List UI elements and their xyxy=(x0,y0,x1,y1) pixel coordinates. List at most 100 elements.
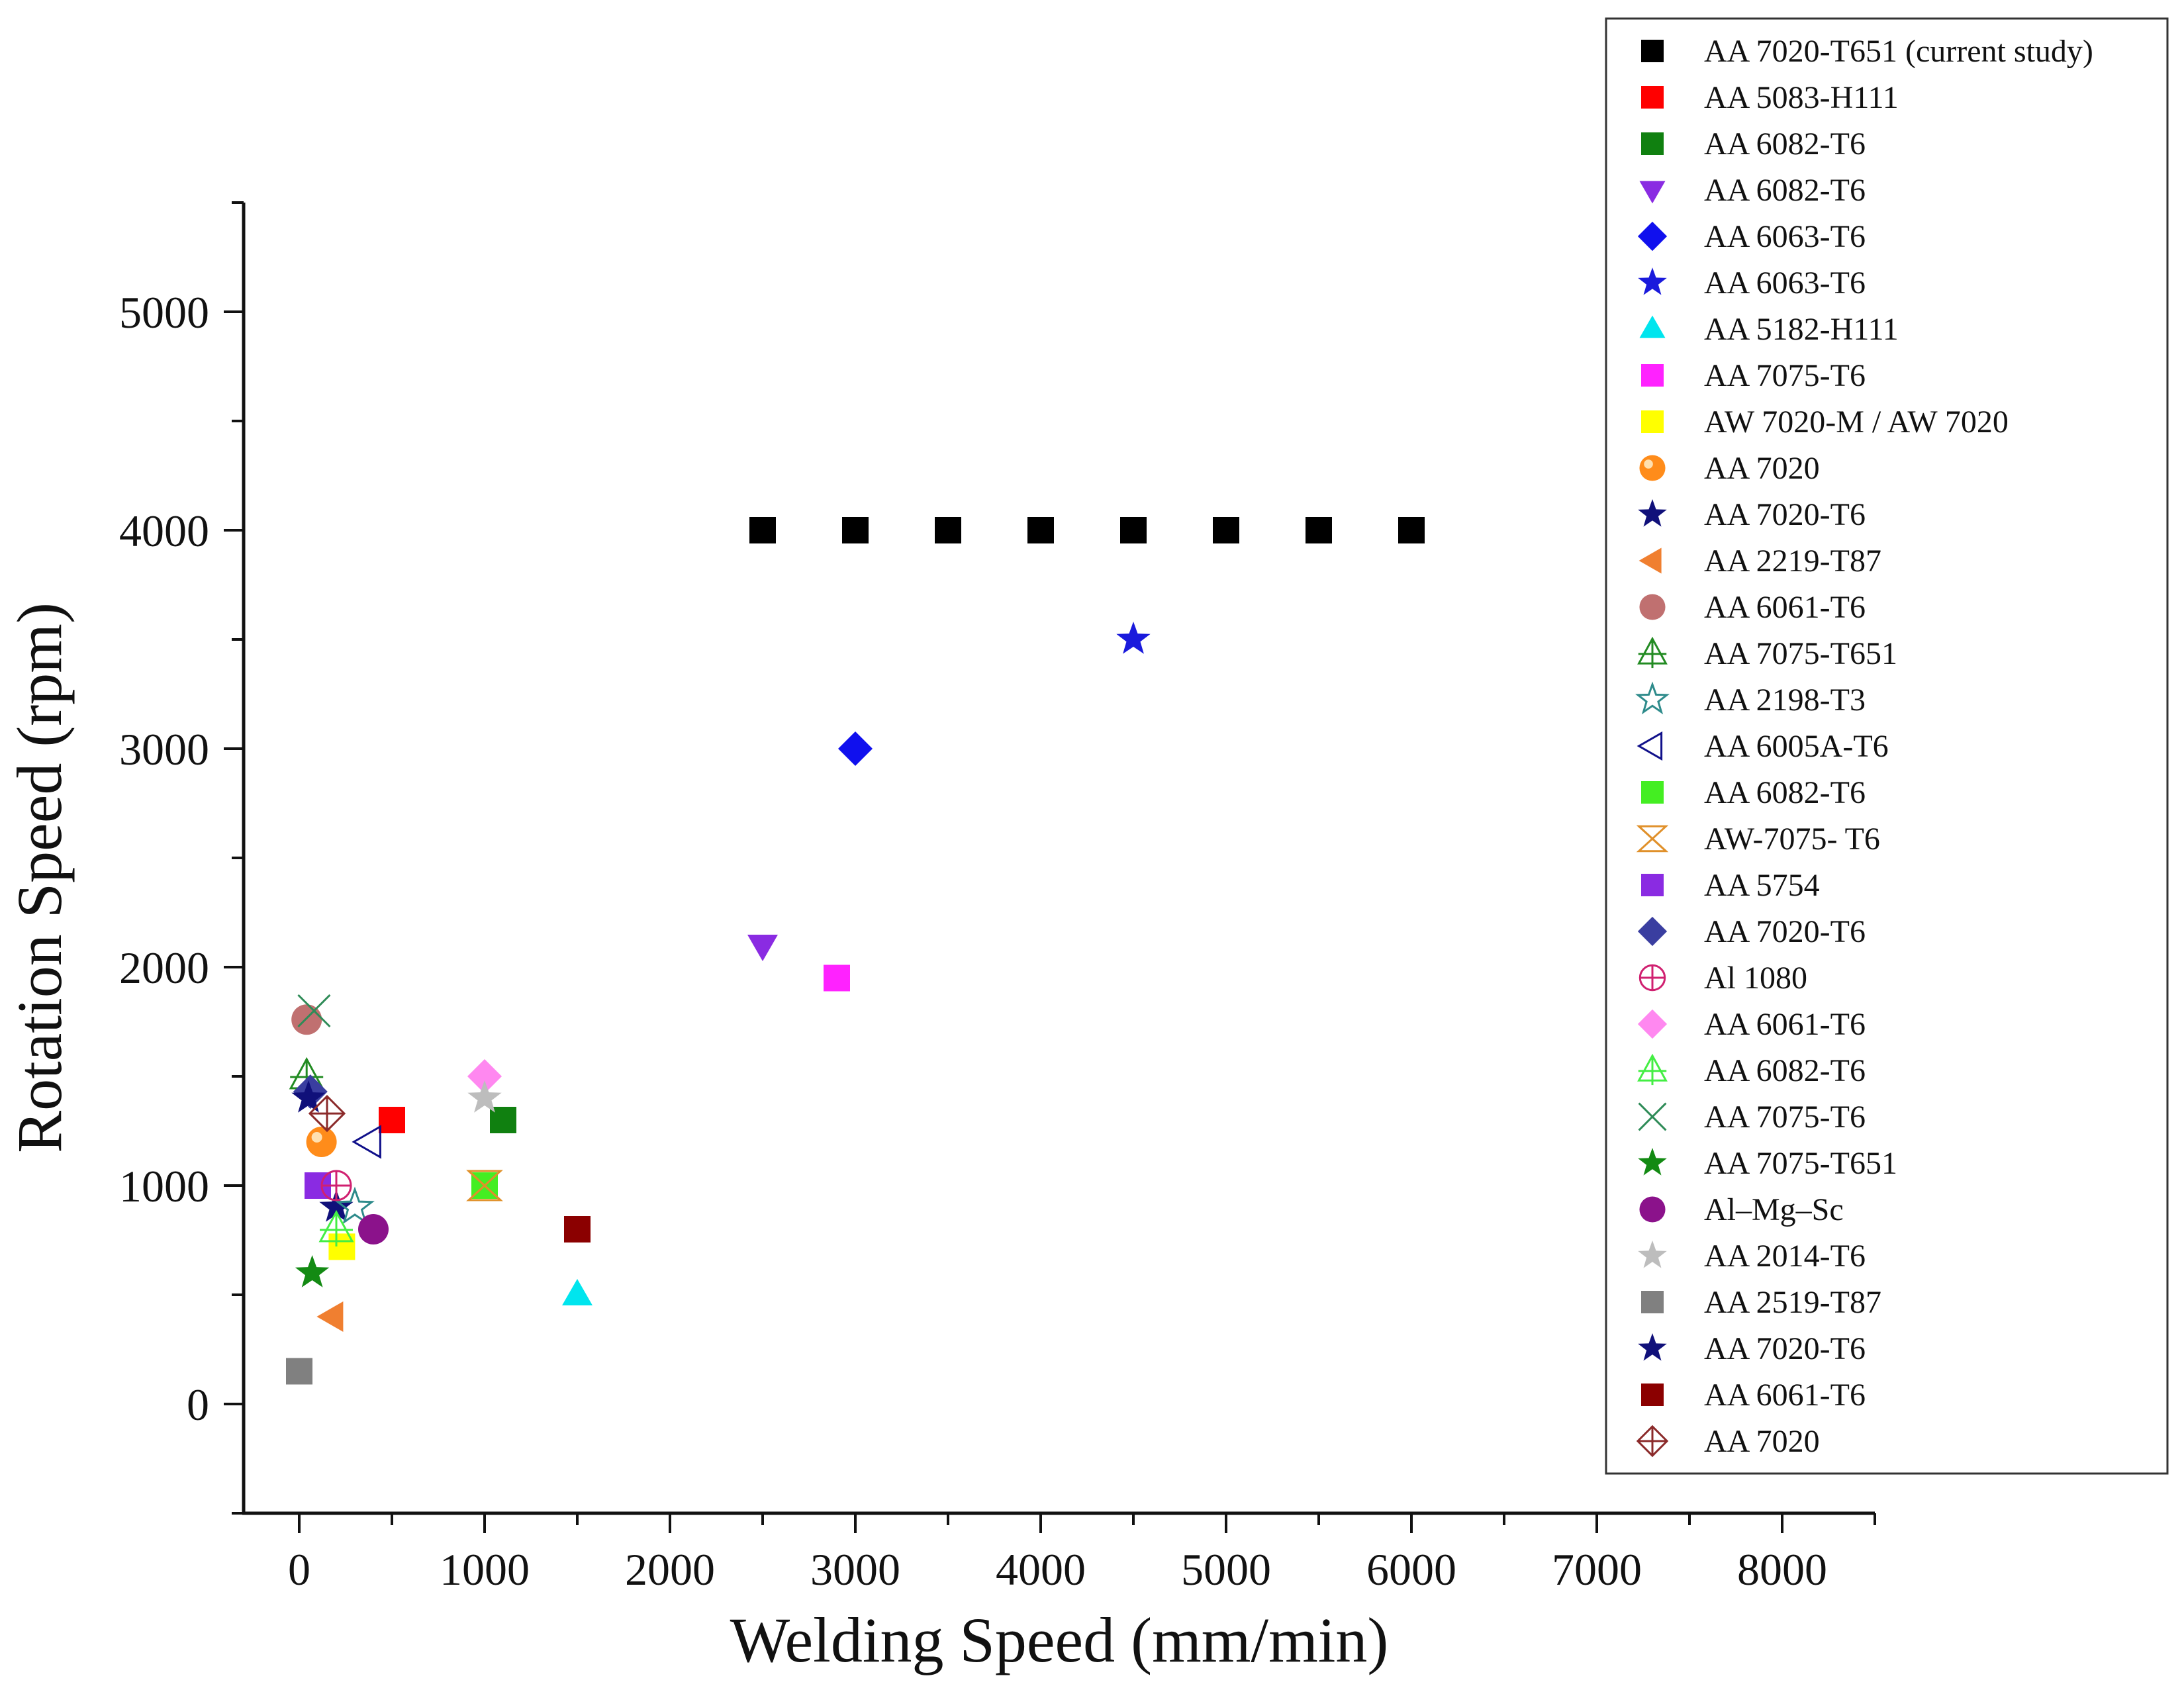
data-point-aa-7020-t651-current-study xyxy=(1398,517,1425,543)
legend-item-aa-7020: AA 7020 xyxy=(1639,451,1820,486)
marker-shape xyxy=(1213,517,1239,543)
y-tick-label: 2000 xyxy=(119,943,209,993)
legend-item-aw-7075-t6: AW-7075- T6 xyxy=(1636,821,1880,857)
data-point-aa-7020-t651-current-study xyxy=(1120,517,1147,543)
legend-label: AA 6005A-T6 xyxy=(1704,729,1889,764)
legend-item-aa-6005a-t6: AA 6005A-T6 xyxy=(1637,729,1889,764)
legend-label: AA 5754 xyxy=(1704,868,1820,903)
x-tick-label: 5000 xyxy=(1181,1544,1271,1595)
legend-item-al-1080: Al 1080 xyxy=(1638,961,1807,996)
legend-label: AA 6082-T6 xyxy=(1704,775,1866,810)
data-point-aa-2219-t87 xyxy=(316,1301,344,1332)
legend-label: AA 5083-H111 xyxy=(1704,80,1899,115)
legend-item-al-mg-sc: Al–Mg–Sc xyxy=(1639,1192,1844,1227)
legend-marker xyxy=(1638,547,1662,574)
legend-item-aa-7020-t6: AA 7020-T6 xyxy=(1638,497,1866,532)
legend-item-aa-2219-t87: AA 2219-T87 xyxy=(1638,543,1881,579)
legend-item-aa-6061-t6: AA 6061-T6 xyxy=(1641,1378,1866,1413)
marker-shape xyxy=(295,1255,330,1288)
marker-shape xyxy=(1639,594,1666,620)
marker-shape xyxy=(935,517,961,543)
marker-shape xyxy=(467,1080,502,1113)
legend-label: AA 6063-T6 xyxy=(1704,219,1866,254)
marker-shape xyxy=(1639,315,1666,338)
legend-marker xyxy=(1641,86,1664,109)
legend-label: AW 7020-M / AW 7020 xyxy=(1704,404,2009,440)
legend-marker xyxy=(1638,499,1667,527)
legend-label: Al 1080 xyxy=(1704,961,1807,996)
data-point-aa-2519-t87 xyxy=(286,1358,312,1385)
legend-marker xyxy=(1639,455,1666,481)
marker-shape xyxy=(1641,1291,1664,1313)
legend-item-aa-7075-t651: AA 7075-T651 xyxy=(1638,1146,1897,1181)
legend-item-aa-7075-t6: AA 7075-T6 xyxy=(1641,358,1866,393)
data-point-aa-7020 xyxy=(308,1094,346,1133)
marker-shape xyxy=(1638,1148,1667,1176)
legend-label: AA 6082-T6 xyxy=(1704,126,1866,162)
x-tick-label: 3000 xyxy=(810,1544,900,1595)
legend-label: AA 2219-T87 xyxy=(1704,543,1881,579)
legend-marker xyxy=(1637,221,1668,252)
marker-highlight xyxy=(1644,459,1653,469)
y-tick-label: 5000 xyxy=(119,287,209,338)
marker-shape xyxy=(1641,364,1664,387)
data-point-aw-7075-t6 xyxy=(466,1170,503,1201)
legend-label: AA 7075-T651 xyxy=(1704,636,1897,671)
legend-marker xyxy=(1638,267,1667,295)
legend-label: AA 2198-T3 xyxy=(1704,682,1866,718)
data-point-aa-7020-t6 xyxy=(319,1190,354,1222)
legend-marker xyxy=(1637,731,1663,761)
marker-shape xyxy=(352,1125,381,1159)
marker-shape xyxy=(316,1301,344,1332)
data-point-aa-7075-t651 xyxy=(295,1255,330,1288)
marker-shape xyxy=(1638,1241,1667,1268)
legend-item-aa-7020-t6: AA 7020-T6 xyxy=(1638,1331,1866,1366)
marker-shape xyxy=(1637,221,1668,252)
legend-label: AA 6082-T6 xyxy=(1704,1053,1866,1088)
legend-marker xyxy=(1641,1383,1664,1406)
marker-shape xyxy=(335,1186,375,1225)
y-tick-label: 1000 xyxy=(119,1161,209,1211)
legend-marker xyxy=(1638,1241,1667,1268)
x-tick-label: 1000 xyxy=(440,1544,530,1595)
legend-marker xyxy=(1638,1148,1667,1176)
legend-item-aa-7075-t651: AA 7075-T651 xyxy=(1637,636,1897,671)
marker-shape xyxy=(467,1170,502,1201)
legend-label: AA 7075-T6 xyxy=(1704,358,1866,393)
marker-shape xyxy=(1641,781,1664,804)
axis-tick-labels: 0 1000 2000 3000 4000 5000 6000 7000 8000 0 1000 20… xyxy=(119,287,1827,1595)
marker-shape xyxy=(749,517,776,543)
legend-label: AA 6061-T6 xyxy=(1704,1007,1866,1042)
legend-item-aa-6082-t6: AA 6082-T6 xyxy=(1641,126,1866,162)
legend-item-aa-7020-t6: AA 7020-T6 xyxy=(1637,914,1866,949)
marker-shape xyxy=(306,1127,337,1157)
legend-marker xyxy=(1641,40,1664,62)
marker-shape xyxy=(838,731,873,766)
legend-label: AA 7020 xyxy=(1704,451,1820,486)
marker-shape xyxy=(1641,410,1664,433)
legend-label: AA 6061-T6 xyxy=(1704,590,1866,625)
marker-shape xyxy=(824,964,850,992)
data-point-aa-7020-t651-current-study xyxy=(1213,517,1239,543)
data-point-aa-5083-h111 xyxy=(379,1107,405,1133)
legend-label: AA 7020 xyxy=(1704,1424,1820,1459)
legend-label: AA 2519-T87 xyxy=(1704,1285,1881,1320)
data-point-aa-7020-t6 xyxy=(291,1080,326,1113)
legend-item-aa-7075-t6: AA 7075-T6 xyxy=(1638,1100,1866,1135)
marker-shape xyxy=(379,1107,405,1133)
legend-marker xyxy=(1641,132,1664,155)
legend-label: AA 6061-T6 xyxy=(1704,1378,1866,1413)
marker-shape xyxy=(1306,517,1332,543)
legend-item-aa-5182-h111: AA 5182-H111 xyxy=(1639,312,1899,347)
legend-label: AA 7075-T6 xyxy=(1704,1100,1866,1135)
legend-marker xyxy=(1636,1425,1669,1458)
marker-shape xyxy=(297,994,331,1028)
data-point-al-1080 xyxy=(320,1170,352,1201)
data-point-aa-2198-t3 xyxy=(335,1186,375,1225)
legend-item-aa-6082-t6: AA 6082-T6 xyxy=(1639,173,1866,208)
legend-label: AA 7020-T6 xyxy=(1704,1331,1866,1366)
legend-label: AA 7020-T6 xyxy=(1704,497,1866,532)
marker-shape xyxy=(1120,517,1147,543)
legend-marker xyxy=(1638,1333,1667,1361)
